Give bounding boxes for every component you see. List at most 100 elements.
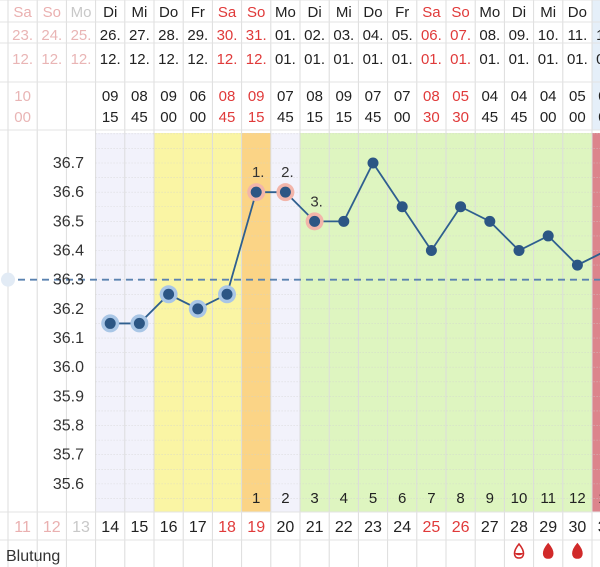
y-tick-label: 36.1 — [53, 330, 84, 347]
phase-day-label: 1 — [252, 490, 260, 507]
day-header: Sa23.12.100011So24.12.12Mo25.12.13Di26.1… — [12, 4, 600, 536]
day-month: 01. — [304, 51, 325, 68]
day-column-24[interactable]: Fr 05. 01. 07 00 24 — [392, 4, 413, 536]
day-column-12[interactable]: So 24. 12. 12 — [41, 4, 62, 536]
y-tick-label: 36.0 — [53, 359, 84, 376]
day-of-week: Do — [568, 4, 587, 21]
day-column-27[interactable]: Mo 08. 01. 04 45 27 — [479, 4, 500, 536]
day-column-29[interactable]: Mi 10. 01. 04 00 29 — [538, 4, 559, 536]
phase-day-label: 10 — [511, 490, 528, 507]
day-month: 01. — [567, 51, 588, 68]
measure-time-minute: 15 — [248, 109, 265, 126]
phase-day-label: 12 — [569, 490, 586, 507]
day-column-17[interactable]: Fr 29. 12. 06 00 17 — [187, 4, 208, 536]
measure-time-minute: 15 — [102, 109, 119, 126]
temperature-point-23[interactable] — [367, 157, 379, 169]
temperature-point-21[interactable] — [309, 215, 321, 227]
temperature-point-26[interactable] — [455, 201, 467, 213]
cycle-day-number: 26 — [452, 519, 470, 536]
day-month: 12. — [100, 51, 121, 68]
day-month: 01. — [333, 51, 354, 68]
day-of-week: Fr — [191, 4, 205, 21]
temperature-point-19[interactable] — [250, 186, 262, 198]
shift-annotation: 3. — [310, 193, 323, 210]
day-column-18[interactable]: Sa 30. 12. 08 45 18 — [217, 4, 238, 536]
day-column-16[interactable]: Do 28. 12. 09 00 16 — [158, 4, 179, 536]
temperature-point-28[interactable] — [513, 245, 525, 257]
day-column-20[interactable]: Mo 01. 01. 07 45 20 — [275, 4, 296, 536]
phase-day-label: 9 — [486, 490, 494, 507]
temperature-point-18[interactable] — [221, 288, 233, 300]
day-month: 01. — [363, 51, 384, 68]
temperature-point-17[interactable] — [192, 303, 204, 315]
day-column-11[interactable]: Sa 23. 12. 10 00 11 — [12, 4, 33, 536]
measure-time-hour: 08 — [219, 88, 236, 105]
day-column-19[interactable]: So 31. 12. 09 15 19 — [246, 4, 267, 536]
measure-time-hour: 07 — [277, 88, 294, 105]
measure-time-hour: 07 — [365, 88, 382, 105]
day-column-26[interactable]: So 07. 01. 05 30 26 — [450, 4, 471, 536]
day-of-week: Mo — [479, 4, 500, 21]
measure-time-minute: 00 — [540, 109, 557, 126]
day-of-week: So — [451, 4, 469, 21]
cycle-day-number: 17 — [189, 519, 207, 536]
day-of-week: Mi — [336, 4, 352, 21]
day-month: 01. — [479, 51, 500, 68]
phase-day-label: 7 — [427, 490, 435, 507]
temperature-point-14[interactable] — [104, 317, 116, 329]
temperature-point-25[interactable] — [425, 245, 437, 257]
y-tick-label: 36.3 — [53, 272, 84, 289]
measure-time-minute: 00 — [14, 109, 31, 126]
measure-time-minute: 00 — [394, 109, 411, 126]
y-tick-label: 36.2 — [53, 301, 84, 318]
coverline-handle[interactable] — [1, 272, 15, 287]
blood-drop-icon[interactable] — [513, 542, 525, 559]
measure-time-hour: 08 — [306, 88, 323, 105]
temperature-point-30[interactable] — [571, 259, 583, 271]
band-red — [592, 133, 600, 512]
temperature-point-16[interactable] — [163, 288, 175, 300]
temperature-point-24[interactable] — [396, 201, 408, 213]
measure-time-minute: 00 — [189, 109, 206, 126]
day-month: 01. — [450, 51, 471, 68]
day-month: 12. — [71, 51, 92, 68]
day-column-23[interactable]: Do 04. 01. 07 45 23 — [363, 4, 384, 536]
day-column-25[interactable]: Sa 06. 01. 08 30 25 — [421, 4, 442, 536]
temperature-point-29[interactable] — [542, 230, 554, 242]
phase-day-label: 3 — [310, 490, 318, 507]
day-column-21[interactable]: Di 02. 01. 08 15 21 — [304, 4, 325, 536]
measure-time-hour: 09 — [335, 88, 352, 105]
day-column-15[interactable]: Mi 27. 12. 08 45 15 — [129, 4, 150, 536]
temperature-point-15[interactable] — [133, 317, 145, 329]
y-tick-label: 36.6 — [53, 184, 84, 201]
day-month: 01. — [392, 51, 413, 68]
measure-time-hour: 10 — [14, 88, 31, 105]
day-column-30[interactable]: Do 11. 01. 05 00 30 — [567, 4, 588, 536]
measure-time-minute: 45 — [511, 109, 528, 126]
day-of-week: Mo — [71, 4, 92, 21]
measure-time-minute: 00 — [160, 109, 177, 126]
day-month: 01. — [275, 51, 296, 68]
day-column-13[interactable]: Mo 25. 12. 13 — [71, 4, 92, 536]
day-column-14[interactable]: Di 26. 12. 09 15 14 — [100, 4, 121, 536]
cycle-day-number: 12 — [43, 519, 61, 536]
cycle-day-number: 18 — [218, 519, 236, 536]
temperature-point-20[interactable] — [279, 186, 291, 198]
day-date: 11. — [568, 27, 588, 44]
day-date: 02. — [304, 27, 325, 44]
cycle-day-number: 15 — [131, 519, 149, 536]
blood-drop-icon[interactable] — [572, 542, 583, 559]
blood-drop-icon[interactable] — [542, 542, 554, 559]
day-date: 29. — [187, 27, 208, 44]
day-column-22[interactable]: Mi 03. 01. 09 15 22 — [333, 4, 354, 536]
day-of-week: Mi — [540, 4, 556, 21]
temperature-point-27[interactable] — [484, 215, 496, 227]
day-column-28[interactable]: Di 09. 01. 04 45 28 — [509, 4, 530, 536]
band-yellow — [154, 133, 242, 512]
day-month: 12. — [41, 51, 62, 68]
phase-day-label: 8 — [456, 490, 464, 507]
measure-time-minute: 15 — [306, 109, 323, 126]
temperature-point-22[interactable] — [338, 215, 350, 227]
phase-day-label: 4 — [340, 490, 348, 507]
